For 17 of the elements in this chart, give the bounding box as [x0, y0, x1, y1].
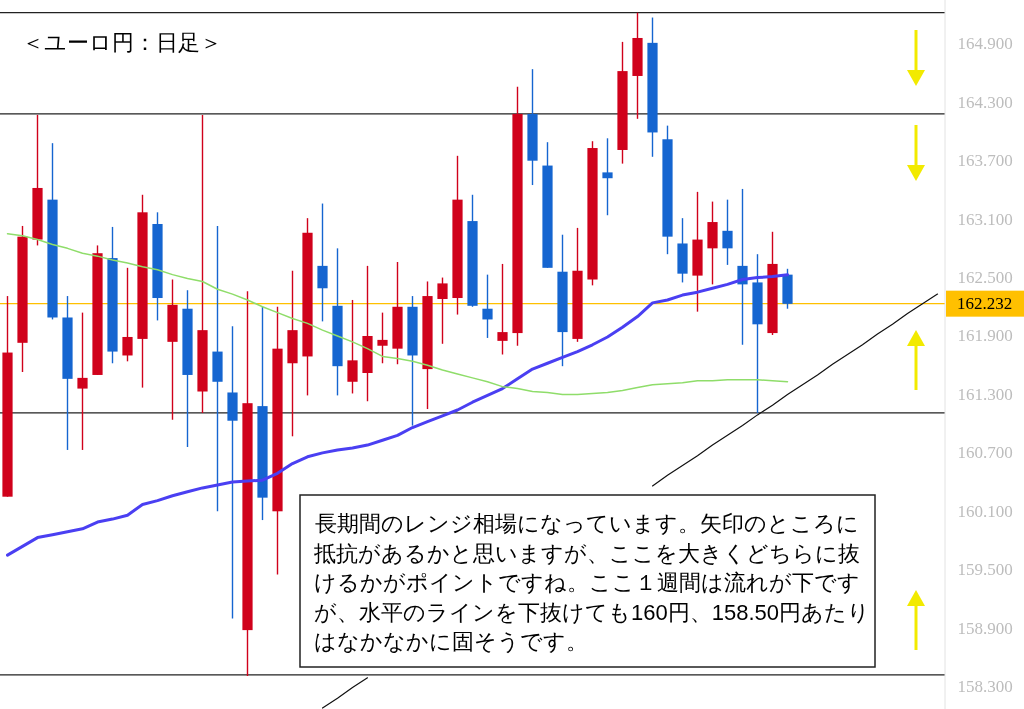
- y-tick-label: 163.100: [957, 209, 1013, 229]
- annotation: 長期間のレンジ相場になっています。矢印のところに抵抗があるかと思いますが、ここを大きくどちらに抜けるかがポイントですね。ここ１週間は流れが下ですが、水平のラインを下抜けても160円、158.50円あたりはなかなかに固そうです。: [299, 494, 876, 668]
- y-tick-label: 159.500: [957, 560, 1013, 580]
- title: ＜ユーロ円：日足＞: [22, 30, 222, 55]
- ref-line-label: 162.232: [956, 294, 1013, 314]
- y-tick-label: 161.900: [957, 326, 1013, 346]
- y-tick-label: 161.300: [957, 384, 1013, 404]
- annotation: 長期間のレンジ相場になっています。矢印のところに抵抗があるかと思いますが、ここを大きくどちらに抜けるかがポイントですね。ここ１週間は流れが下ですが、水平のラインを下抜けても160円、158.50円あたりはなかなかに固そうです。: [313, 511, 870, 654]
- y-tick-label: 164.900: [957, 34, 1013, 54]
- y-tick-label: 164.300: [957, 92, 1013, 112]
- y-tick-label: 160.700: [957, 443, 1013, 463]
- y-tick-label: 158.300: [957, 677, 1013, 697]
- ref-label: 162.232: [946, 290, 1024, 317]
- y-tick-label: 163.700: [957, 151, 1013, 171]
- y-tick-label: 162.500: [957, 268, 1013, 288]
- y-tick-label: 160.100: [957, 501, 1013, 521]
- y-tick-label: 158.900: [957, 618, 1013, 638]
